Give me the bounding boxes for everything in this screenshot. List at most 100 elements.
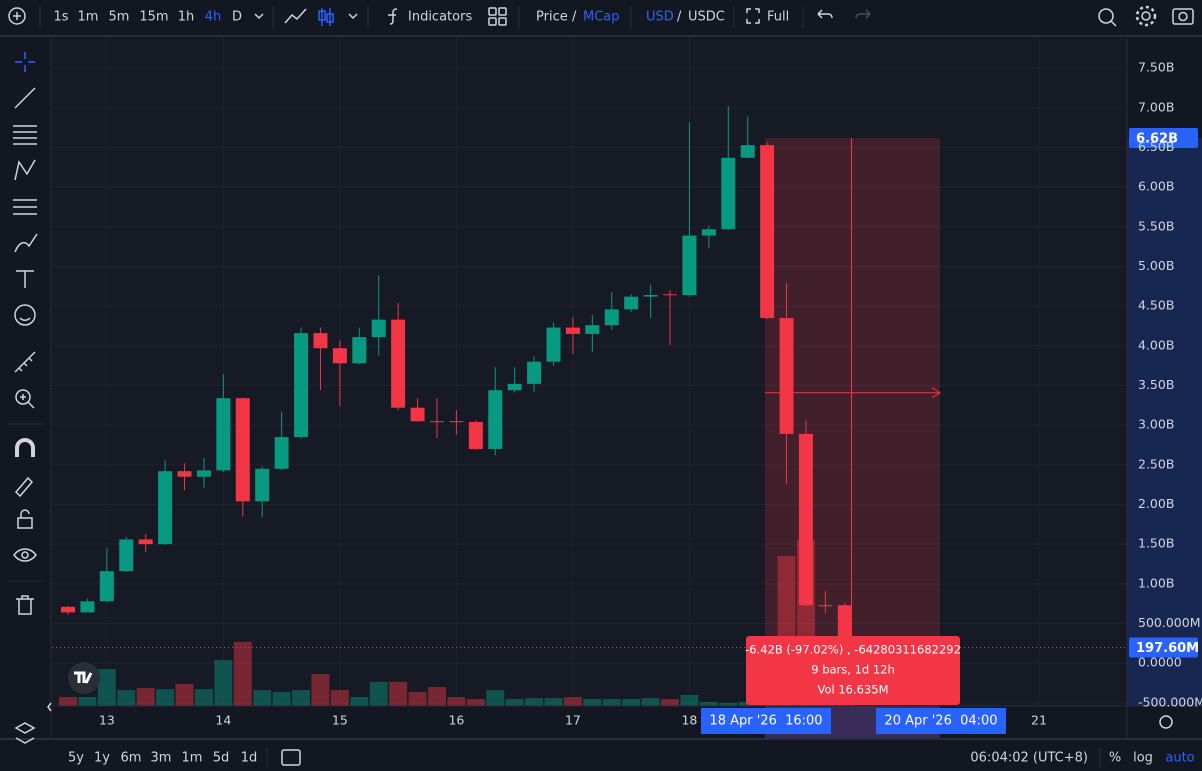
icon-tool[interactable] (19, 317, 31, 321)
range-button[interactable]: 5d (213, 751, 230, 766)
range-button[interactable]: 1y (94, 751, 110, 766)
volume-bar (427, 687, 446, 706)
volume-bar (447, 697, 466, 706)
projection-tool[interactable] (13, 199, 37, 215)
volume-bar (525, 698, 544, 706)
goto-date-icon[interactable] (281, 749, 301, 766)
volume-bar (330, 690, 349, 706)
log-toggle[interactable]: log (1133, 751, 1153, 766)
brush-tool[interactable] (14, 233, 38, 253)
delete-tool[interactable] (16, 595, 34, 615)
zoom-tool[interactable] (20, 394, 35, 409)
settings-icon[interactable] (1141, 11, 1151, 21)
indicators-button[interactable]: Indicators (408, 10, 472, 25)
candle-body (235, 398, 250, 502)
range-button[interactable]: 3m (151, 751, 172, 766)
volume-bar (699, 701, 718, 706)
volume-bar (97, 669, 116, 706)
add-symbol-icon[interactable] (8, 7, 26, 25)
add-symbol-icon[interactable] (13, 12, 21, 20)
candle-body (80, 601, 95, 613)
chevron[interactable] (348, 13, 358, 20)
candle-body (332, 348, 347, 364)
interval[interactable]: 5m (109, 10, 130, 25)
volume-bar (563, 697, 582, 706)
snapshot-icon[interactable] (1178, 11, 1188, 22)
range-button[interactable]: 6m (121, 751, 142, 766)
hide-tool[interactable] (13, 548, 37, 562)
candle-body (449, 421, 464, 423)
currency-toggle[interactable]: USD (646, 10, 674, 25)
undo-icon[interactable] (817, 9, 833, 19)
redo-icon[interactable] (855, 9, 871, 19)
candle-body (682, 235, 697, 296)
alert-icon[interactable] (1110, 20, 1117, 27)
x-tick-label: 17 (565, 713, 581, 728)
range-button[interactable]: 1d (241, 751, 258, 766)
collapse-icon[interactable] (47, 702, 52, 712)
interval[interactable]: 1h (178, 10, 195, 25)
volume-bar (544, 698, 563, 706)
zoom-tool[interactable] (15, 389, 31, 405)
price-label: 197.60M (1136, 641, 1199, 656)
candle-body (255, 468, 270, 502)
y-tick-label: 5.50B (1138, 218, 1174, 233)
candle-body (488, 390, 503, 449)
candle-body (643, 295, 658, 297)
price-toggle[interactable]: Price (536, 10, 568, 25)
volume-bar (156, 689, 175, 706)
fullscreen-icon[interactable] (746, 8, 760, 24)
chevron[interactable] (254, 13, 264, 20)
layout-icon[interactable] (488, 7, 497, 16)
range-button[interactable]: 1m (182, 751, 203, 766)
indicators-icon[interactable] (388, 8, 398, 25)
fullscreen-button[interactable]: Full (767, 10, 789, 25)
icon-tool[interactable] (14, 304, 36, 326)
trendline-tool[interactable] (14, 87, 36, 109)
volume-bar (136, 688, 155, 706)
candle-body (507, 383, 522, 391)
line-style-icon[interactable] (284, 8, 307, 24)
interval[interactable]: 1s (53, 10, 68, 25)
layout-icon[interactable] (498, 17, 507, 26)
mcap-toggle[interactable]: MCap (583, 10, 620, 25)
lock-tool[interactable] (20, 509, 30, 518)
lock-drawing-tool[interactable] (14, 476, 34, 498)
x-tick-label: 15 (332, 713, 348, 728)
object-tree-icon[interactable] (14, 722, 36, 744)
volume-bar (408, 691, 427, 706)
clock[interactable]: 06:04:02 (UTC+8) (970, 751, 1088, 766)
settings-icon[interactable] (1135, 5, 1157, 27)
crosshair-tool[interactable] (15, 52, 35, 72)
interval[interactable]: 4h (205, 10, 222, 25)
snapshot-icon[interactable] (1172, 8, 1194, 25)
interval[interactable]: 1m (78, 10, 99, 25)
candle-style-icon[interactable] (326, 13, 334, 23)
candle-body (410, 407, 425, 422)
measure-tool[interactable] (14, 351, 36, 373)
text-tool[interactable] (16, 270, 34, 288)
y-tick-label: 2.50B (1138, 456, 1174, 471)
layout-icon[interactable] (498, 7, 507, 16)
hide-tool[interactable] (21, 551, 29, 559)
separator: / (572, 10, 577, 25)
range-arrow-head (931, 387, 941, 399)
y-tick-label: 4.50B (1138, 298, 1174, 313)
pattern-tool[interactable] (14, 159, 36, 181)
volume-bar (466, 699, 485, 706)
interval[interactable]: D (232, 10, 242, 25)
interval[interactable]: 15m (139, 10, 168, 25)
magnet-tool[interactable] (15, 438, 35, 457)
volume-bar (661, 699, 680, 706)
fib-tool[interactable] (13, 125, 37, 145)
quote-toggle[interactable]: USDC (688, 10, 725, 25)
layout-icon[interactable] (488, 17, 497, 26)
axis-settings-icon[interactable] (1159, 715, 1173, 729)
alert-icon[interactable] (1098, 8, 1114, 24)
percent-toggle[interactable]: % (1109, 751, 1121, 766)
range-button[interactable]: 5y (68, 751, 84, 766)
candle-style-icon[interactable] (318, 10, 326, 21)
auto-toggle[interactable]: auto (1165, 751, 1194, 766)
candle-body (99, 571, 114, 602)
lock-tool[interactable] (17, 517, 33, 529)
